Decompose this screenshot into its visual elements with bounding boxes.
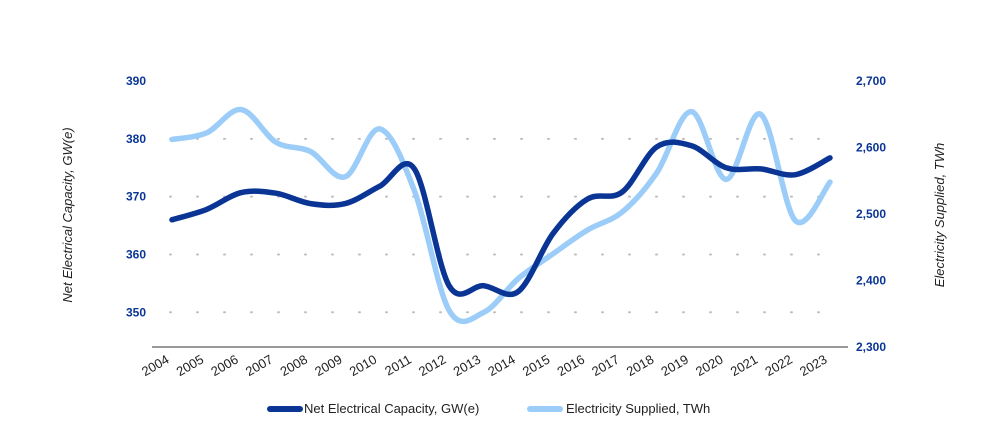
x-tick-label: 2005 bbox=[174, 352, 207, 379]
supplied-point bbox=[204, 130, 209, 135]
capacity-point bbox=[758, 166, 763, 171]
right-tick-label: 2,400 bbox=[856, 274, 886, 288]
supplied-point bbox=[308, 149, 313, 154]
x-tick-label: 2004 bbox=[139, 352, 172, 379]
x-tick-label: 2011 bbox=[382, 352, 414, 379]
supplied-point bbox=[447, 308, 452, 313]
capacity-point bbox=[654, 144, 659, 149]
legend: Net Electrical Capacity, GW(e) Electrici… bbox=[267, 401, 710, 416]
left-tick-label: 350 bbox=[126, 305, 146, 319]
series-lines bbox=[169, 106, 833, 325]
supplied-point bbox=[516, 276, 521, 281]
series-line-capacity bbox=[169, 139, 833, 298]
x-tick-label: 2012 bbox=[416, 352, 449, 379]
supplied-point bbox=[758, 112, 763, 117]
supplied-point bbox=[170, 137, 175, 142]
x-tick-label: 2015 bbox=[520, 352, 553, 379]
capacity-point bbox=[447, 283, 452, 288]
capacity-point bbox=[550, 231, 555, 236]
capacity-point bbox=[308, 201, 313, 206]
x-tick-label: 2019 bbox=[658, 352, 691, 379]
capacity-point bbox=[516, 289, 521, 294]
right-axis-title: Electricity Supplied, TWh bbox=[932, 143, 947, 288]
capacity-point bbox=[377, 184, 382, 189]
capacity-point bbox=[273, 191, 278, 196]
x-tick-label: 2013 bbox=[451, 352, 484, 379]
x-tick-label: 2006 bbox=[208, 352, 241, 379]
supplied-point bbox=[828, 180, 833, 185]
x-tick-label: 2017 bbox=[589, 352, 622, 379]
capacity-point bbox=[620, 190, 625, 195]
supplied-point bbox=[585, 227, 590, 232]
supplied-point bbox=[689, 109, 694, 114]
supplied-point bbox=[343, 174, 348, 179]
capacity-point bbox=[793, 172, 798, 177]
supplied-point bbox=[793, 218, 798, 223]
x-tick-label: 2023 bbox=[797, 352, 830, 379]
right-axis-ticks: 2,300 2,400 2,500 2,600 2,700 bbox=[856, 74, 886, 354]
left-tick-label: 360 bbox=[126, 247, 146, 261]
capacity-point bbox=[412, 166, 417, 171]
capacity-point bbox=[343, 201, 348, 206]
x-tick-label: 2010 bbox=[347, 352, 380, 379]
capacity-point bbox=[204, 207, 209, 212]
legend-label-supplied: Electricity Supplied, TWh bbox=[566, 401, 710, 416]
capacity-point bbox=[585, 196, 590, 201]
x-tick-label: 2008 bbox=[277, 352, 310, 379]
supplied-point bbox=[620, 210, 625, 215]
supplied-point bbox=[481, 310, 486, 315]
right-tick-label: 2,500 bbox=[856, 207, 886, 221]
left-tick-label: 380 bbox=[126, 132, 146, 146]
x-tick-label: 2020 bbox=[693, 352, 726, 379]
supplied-point bbox=[412, 188, 417, 193]
x-axis-ticks: 2004 2005 2006 2007 2008 2009 2010 2011 2012 2013… bbox=[139, 352, 830, 379]
supplied-point bbox=[654, 170, 659, 175]
x-tick-label: 2018 bbox=[624, 352, 657, 379]
capacity-point bbox=[170, 217, 175, 222]
x-tick-label: 2021 bbox=[728, 352, 761, 379]
left-axis-ticks: 350 360 370 380 390 bbox=[126, 74, 146, 319]
right-tick-label: 2,700 bbox=[856, 74, 886, 88]
capacity-point bbox=[828, 155, 833, 160]
capacity-point bbox=[689, 143, 694, 148]
x-tick-label: 2022 bbox=[762, 352, 795, 379]
legend-label-capacity: Net Electrical Capacity, GW(e) bbox=[304, 401, 479, 416]
supplied-point bbox=[550, 251, 555, 256]
x-tick-label: 2014 bbox=[485, 352, 518, 379]
right-tick-label: 2,600 bbox=[856, 141, 886, 155]
supplied-point bbox=[724, 177, 729, 182]
x-tick-label: 2007 bbox=[243, 352, 276, 379]
x-tick-label: 2009 bbox=[312, 352, 345, 379]
gridlines bbox=[169, 137, 833, 314]
supplied-point bbox=[273, 140, 278, 145]
left-axis-title: Net Electrical Capacity, GW(e) bbox=[60, 127, 75, 302]
capacity-point bbox=[724, 165, 729, 170]
capacity-point bbox=[481, 283, 486, 288]
supplied-point bbox=[377, 126, 382, 131]
supplied-point bbox=[239, 107, 244, 112]
x-tick-label: 2016 bbox=[555, 352, 588, 379]
right-tick-label: 2,300 bbox=[856, 340, 886, 354]
series-line-supplied bbox=[169, 106, 833, 325]
capacity-point bbox=[239, 190, 244, 195]
left-tick-label: 370 bbox=[126, 190, 146, 204]
left-tick-label: 390 bbox=[126, 74, 146, 88]
